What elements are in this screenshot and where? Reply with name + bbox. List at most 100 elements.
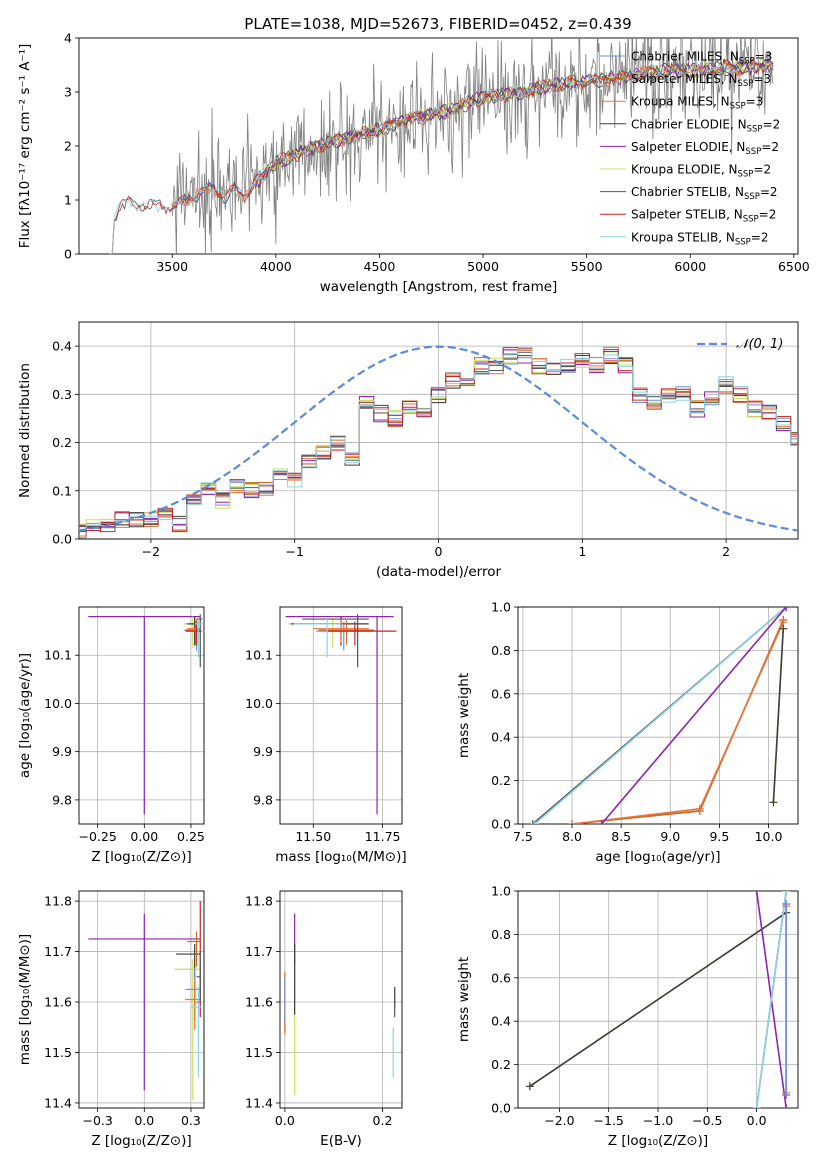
y-tick-label: 11.4 — [44, 1095, 72, 1110]
x-tick-label: 9.0 — [660, 829, 680, 844]
plot-area — [528, 607, 791, 824]
x-axis-label: Z [log₁₀(Z/Z⊙)] — [91, 849, 191, 865]
weight-marker — [752, 891, 761, 895]
y-tick-label: 11.6 — [245, 995, 273, 1010]
legend-entry: Kroupa ELODIE, NSSP=2 — [631, 163, 771, 180]
x-axis-label: Z [log₁₀(Z/Z⊙)] — [608, 1133, 708, 1149]
y-tick-label: 0.4 — [491, 1014, 511, 1029]
y-tick-label: 11.8 — [44, 894, 72, 909]
legend-entry: 𝒩(0, 1) — [736, 337, 783, 352]
y-axis-label: Normed distribution — [17, 363, 33, 498]
y-tick-label: 0.1 — [52, 483, 72, 498]
weight-marker — [530, 820, 539, 824]
x-tick-label: 2 — [722, 544, 730, 559]
panel-age-vs-Z: −0.25 0.00 0.25 9.8 9.9 10.0 10.1 Z [log₁₀(Z/Z⊙… — [17, 606, 205, 865]
weight-marker — [782, 900, 791, 909]
x-tick-label: 0.3 — [181, 1113, 201, 1128]
y-tick-label: 9.9 — [253, 744, 273, 759]
panel-mass-weight-vs-Z: −2.0 −1.5 −1.0 −0.5 0.0 0.0 0.2 0.4 0.6 0.8 1.0 Z [… — [456, 884, 799, 1149]
weight-line — [772, 628, 785, 803]
axes-frame — [78, 890, 205, 1109]
weight-marker — [752, 1104, 761, 1108]
y-tick-label: 10.1 — [245, 648, 273, 663]
histogram-step — [79, 348, 798, 530]
y-tick-label: 0.2 — [491, 1057, 511, 1072]
x-tick-label: 4000 — [260, 259, 292, 274]
plot-area — [88, 614, 203, 815]
weight-line — [534, 607, 787, 824]
y-tick-label: 9.8 — [52, 792, 72, 807]
axes-frame — [279, 606, 403, 825]
x-tick-label: 0.0 — [275, 1113, 295, 1128]
x-tick-label: 6000 — [674, 259, 706, 274]
y-tick-label: 10.0 — [245, 696, 273, 711]
y-tick-label: 11.8 — [245, 894, 273, 909]
x-tick-label: 3500 — [156, 259, 188, 274]
legend-entry: Salpeter MILES, NSSP=3 — [631, 72, 771, 89]
histogram-step — [79, 349, 798, 529]
plot-area — [284, 913, 396, 1096]
weight-marker — [769, 798, 778, 807]
x-tick-label: 7.5 — [513, 829, 533, 844]
weight-marker — [528, 820, 537, 824]
y-tick-label: 11.7 — [245, 944, 273, 959]
y-tick-label: 9.8 — [253, 792, 273, 807]
weight-marker — [695, 804, 704, 813]
y-tick-label: 11.5 — [44, 1045, 72, 1060]
legend-entry: Kroupa MILES, NSSP=3 — [631, 95, 763, 112]
y-tick-label: 10.0 — [44, 696, 72, 711]
weight-marker — [782, 1104, 791, 1108]
axes-frame — [78, 37, 799, 255]
x-axis-label: mass [log₁₀(M/M⊙)] — [275, 849, 406, 865]
y-axis-label: mass weight — [456, 673, 472, 758]
y-tick-label: 0.0 — [491, 1101, 511, 1116]
plot-area — [79, 345, 798, 539]
x-tick-label: 1 — [578, 544, 586, 559]
y-axis-label: mass weight — [456, 957, 472, 1042]
y-tick-label: 0.3 — [52, 387, 72, 402]
legend-entry: Chabrier ELODIE, NSSP=2 — [631, 117, 780, 134]
x-tick-label: 5000 — [467, 259, 499, 274]
y-tick-label: 0.8 — [491, 927, 511, 942]
weight-marker — [779, 624, 788, 633]
y-tick-label: 0.4 — [491, 730, 511, 745]
plot-area — [285, 614, 397, 815]
y-axis-label: mass [log₁₀(M/M⊙)] — [17, 934, 33, 1065]
y-tick-label: 1.0 — [491, 884, 511, 899]
y-tick-label: 1 — [64, 193, 72, 208]
x-tick-label: −2 — [142, 544, 160, 559]
panel-spectrum: 3500 4000 4500 5000 5500 6000 6500 0 1 2 3 4 wavelen… — [17, 31, 810, 296]
y-tick-label: 11.5 — [245, 1045, 273, 1060]
axes-frame — [78, 321, 799, 540]
weight-line — [755, 891, 787, 1108]
y-tick-label: 10.1 — [44, 648, 72, 663]
model-spectrum-line — [254, 58, 774, 188]
x-tick-label: 10.0 — [755, 829, 783, 844]
y-tick-label: 11.7 — [44, 944, 72, 959]
weight-marker — [568, 820, 577, 824]
x-tick-label: −1 — [285, 544, 303, 559]
y-tick-label: 0.4 — [52, 339, 72, 354]
weight-marker — [782, 1090, 791, 1099]
x-tick-label: −0.25 — [79, 829, 117, 844]
x-axis-label: wavelength [Angstrom, rest frame] — [320, 279, 558, 295]
x-tick-label: −2.0 — [544, 1113, 574, 1128]
weight-marker — [597, 820, 606, 824]
axes-frame — [279, 890, 403, 1109]
axes-frame — [517, 890, 799, 1109]
y-tick-label: 0.6 — [491, 686, 511, 701]
plot-area — [525, 891, 791, 1108]
weight-marker — [782, 891, 791, 895]
y-tick-label: 4 — [64, 31, 72, 46]
weight-line — [529, 912, 787, 1087]
panel-residuals: −2 −1 0 1 2 0.0 0.1 0.2 0.3 0.4 (data-model)/error… — [17, 321, 799, 580]
y-tick-label: 9.9 — [52, 744, 72, 759]
x-tick-label: 6500 — [778, 259, 810, 274]
weight-line — [571, 621, 784, 824]
x-tick-label: 5500 — [571, 259, 603, 274]
y-tick-label: 11.6 — [44, 995, 72, 1010]
legend-entry: Salpeter STELIB, NSSP=2 — [631, 208, 776, 225]
plot-area — [110, 38, 774, 254]
normal-curve — [79, 345, 798, 532]
weight-marker — [525, 1082, 534, 1091]
